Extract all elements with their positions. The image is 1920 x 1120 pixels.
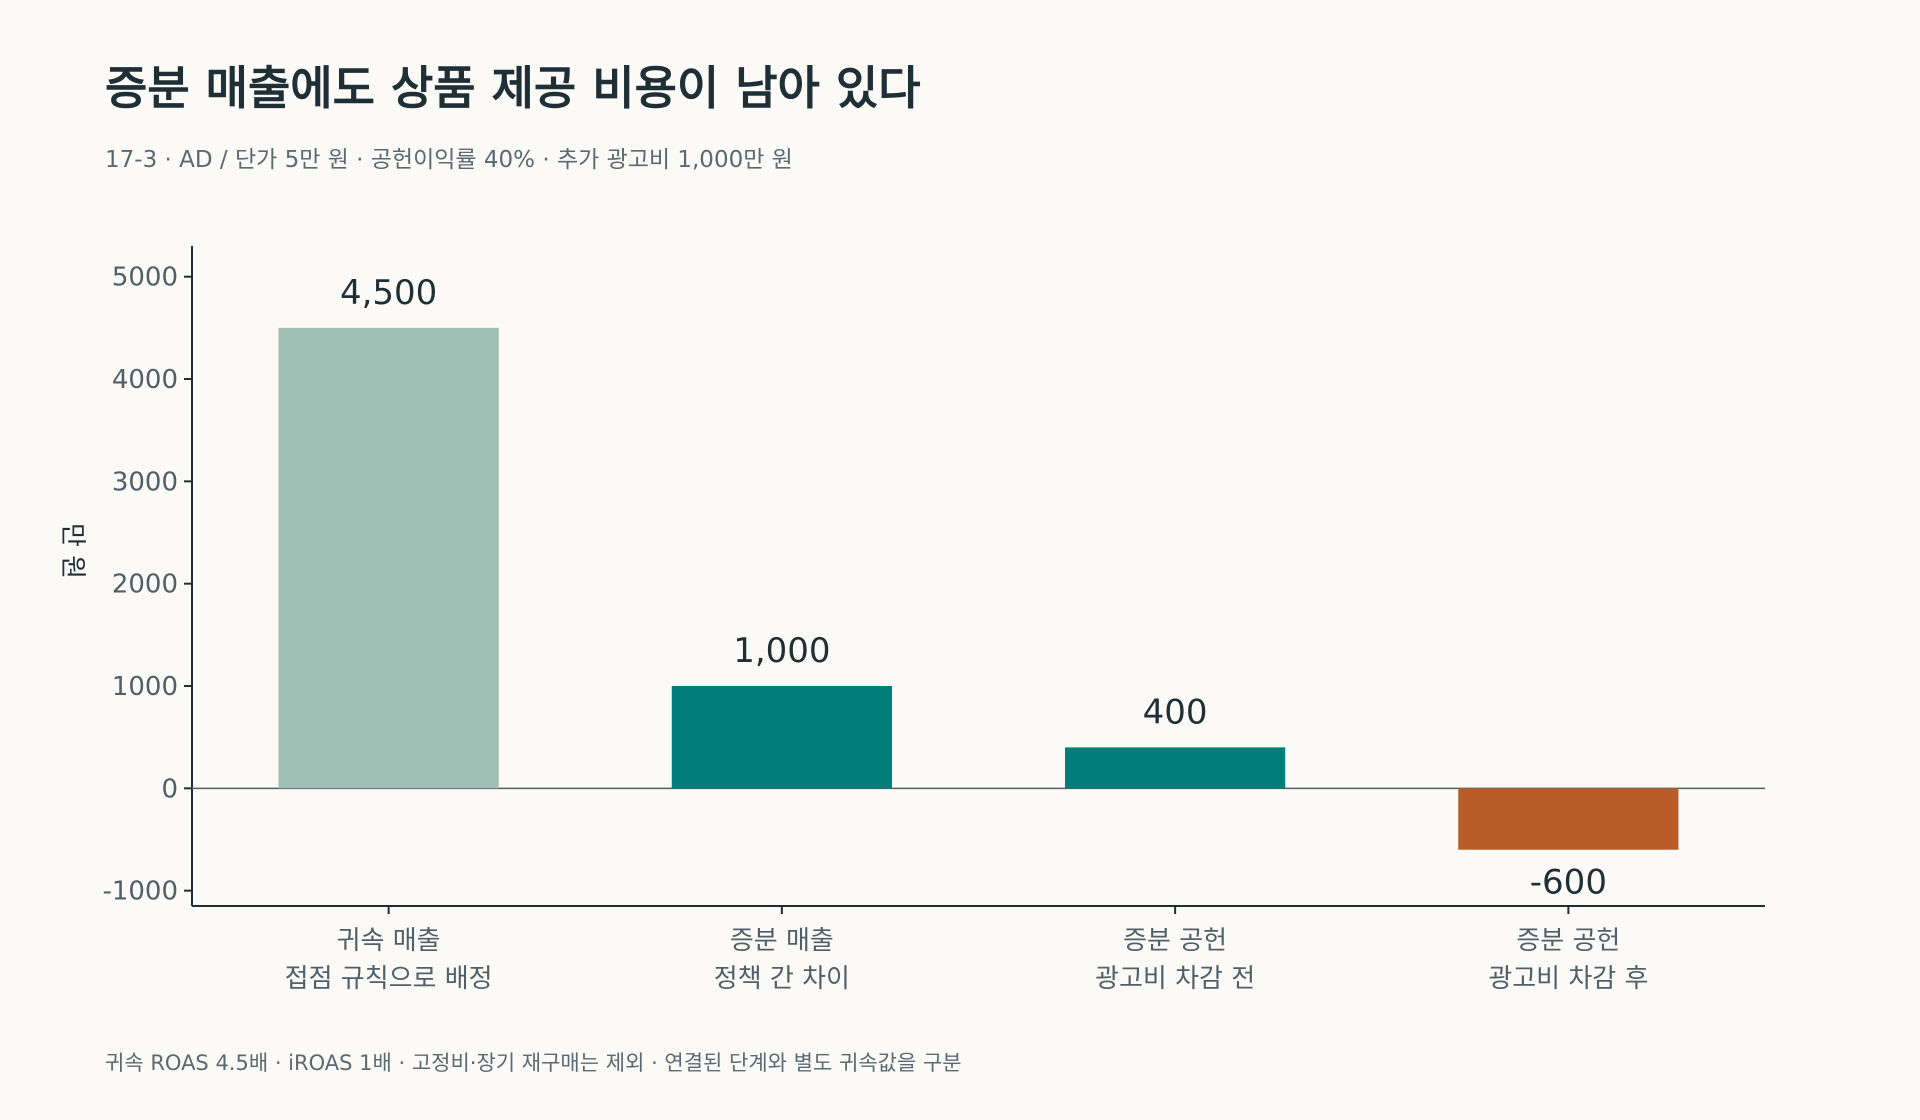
y-tick-label: 2000 bbox=[112, 570, 178, 600]
category-label: 광고비 차감 후 bbox=[1488, 964, 1648, 994]
y-tick-label: -1000 bbox=[102, 877, 178, 907]
y-axis-title: 만 원 bbox=[57, 523, 87, 579]
data-label: 1,000 bbox=[733, 631, 830, 671]
category-label: 증분 공헌 bbox=[1516, 926, 1620, 956]
category-label: 광고비 차감 전 bbox=[1095, 964, 1255, 994]
bar bbox=[671, 686, 892, 789]
category-label: 접점 규칙으로 배정 bbox=[285, 964, 493, 994]
data-label: 400 bbox=[1143, 692, 1208, 732]
bar bbox=[278, 327, 499, 789]
chart-title: 증분 매출에도 상품 제공 비용이 남아 있다 bbox=[105, 61, 921, 115]
category-label: 증분 공헌 bbox=[1123, 926, 1227, 956]
bar bbox=[1458, 788, 1679, 850]
category-label: 귀속 매출 bbox=[337, 926, 441, 956]
y-tick-label: 1000 bbox=[112, 672, 178, 702]
category-label: 정책 간 차이 bbox=[714, 964, 850, 994]
y-tick-label: 0 bbox=[161, 774, 178, 804]
y-tick-label: 4000 bbox=[112, 365, 178, 395]
chart-subtitle: 17-3 · AD / 단가 5만 원 · 공헌이익률 40% · 추가 광고비… bbox=[105, 147, 793, 173]
y-tick-label: 5000 bbox=[112, 263, 178, 293]
data-label: -600 bbox=[1530, 863, 1607, 903]
y-tick-label: 3000 bbox=[112, 467, 178, 497]
category-label: 증분 매출 bbox=[730, 926, 834, 956]
chart-footnote: 귀속 ROAS 4.5배 · iROAS 1배 · 고정비·장기 재구매는 제외… bbox=[105, 1051, 962, 1075]
data-label: 4,500 bbox=[340, 273, 437, 313]
bar bbox=[1065, 747, 1286, 789]
